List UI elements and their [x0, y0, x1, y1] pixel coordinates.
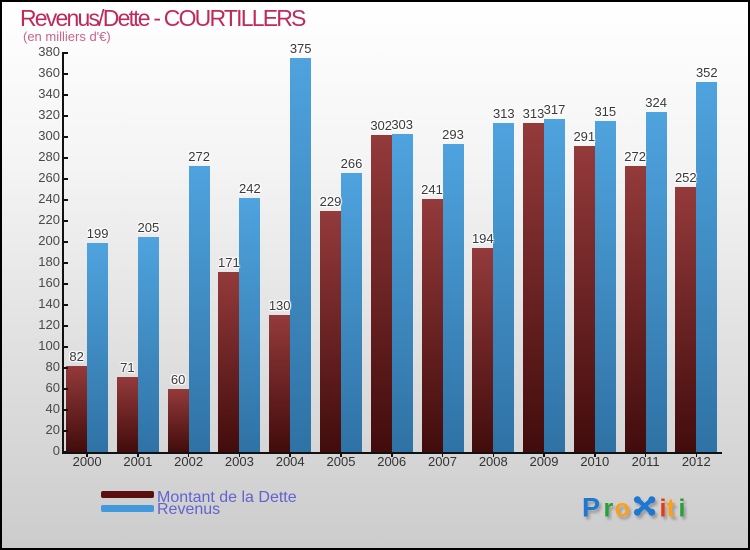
svg-text:r: r: [604, 495, 614, 523]
svg-text:P: P: [582, 493, 600, 523]
svg-text:o: o: [615, 495, 630, 523]
svg-text:i: i: [679, 495, 686, 523]
svg-text:i: i: [660, 495, 667, 523]
svg-text:t: t: [667, 493, 676, 523]
